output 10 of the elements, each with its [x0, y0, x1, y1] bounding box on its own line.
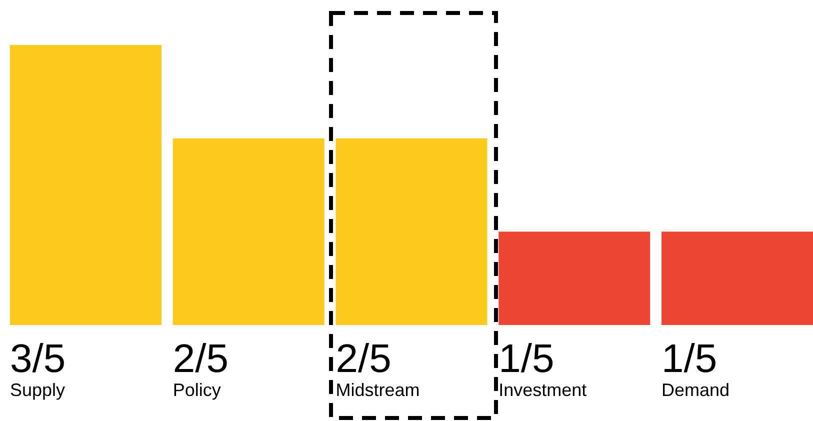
x-tick-label: Demand: [662, 380, 730, 400]
data-label: 3/5: [10, 337, 66, 381]
data-label: 1/5: [498, 337, 554, 381]
x-tick-label: Midstream: [336, 380, 420, 400]
data-label: 2/5: [172, 337, 228, 381]
x-tick-label: Investment: [498, 380, 587, 400]
x-tick-label: Policy: [172, 380, 221, 400]
data-label: 1/5: [662, 337, 718, 381]
data-label: 2/5: [336, 337, 392, 381]
x-tick-label: Supply: [10, 380, 66, 400]
